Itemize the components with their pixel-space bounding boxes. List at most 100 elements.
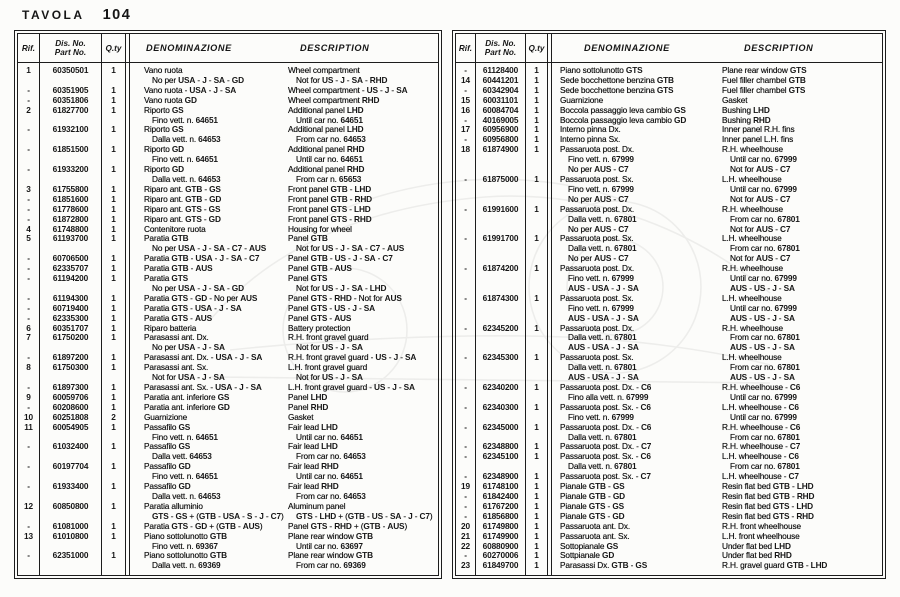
description-line: Fair lead RHD [288,461,339,472]
rif-cell: 13 [18,531,40,552]
description-cell: R.H. wheelhouse Until car no. 67999 AUS - … [722,263,882,294]
description-line: Fair lead RHD [288,481,339,492]
description-line: Inner panel R.H. fins [722,124,795,135]
area-cell: Contenitore ruota Housing for wheel [130,224,438,235]
description-cell: Panel GTB - AUS [288,263,438,274]
part-cell: 61933200 [40,164,102,185]
denominazione-cell: Parasassi ant. Sx. - USA - J - SA [144,382,288,393]
part-cell: 60197704 [40,461,102,483]
double-rule-spacer [126,63,130,66]
denominazione-cell: Interno pinna Sx. [560,134,722,145]
part-cell: 61750300 [40,362,102,383]
description-cell: Fair lead LHD Until car no. 64651 [288,422,438,443]
area-cell: Riparo batteria Battery protection [130,323,438,334]
denominazione-line: Paratia GTS - AUS [144,312,213,323]
double-rule-spacer [548,472,552,483]
double-rule-spacer [548,511,552,522]
area-cell: Paratia GTB - USA - J - SA - C7 Panel GTB… [130,253,438,264]
area-cell: Piano sottolunotto GTS Plane rear window … [552,65,882,76]
part-cell: 62348800 [476,442,526,453]
denominazione-line: Boccola passaggio leva cambio GS [560,104,686,115]
rif-cell: 18 [456,144,476,175]
area-cell: Sede bocchettone benzina GTB Fuel filler … [552,75,882,86]
qty-cell [526,63,548,66]
part-cell: 61856800 [476,511,526,522]
description-line: Until car no. 64651 [296,471,363,482]
qty-cell: 1 [102,184,126,195]
rif-cell: - [18,144,40,166]
qty-cell: 1 [102,65,126,86]
denominazione-line: Fino vett. n. 64651 [152,114,218,125]
description-cell: R.H. wheelhouse - C7 [722,441,882,452]
qty-cell: 1 [102,551,126,572]
denominazione-line: No per USA - J - SA [152,342,225,353]
part-cell: 60350501 [40,65,102,86]
area-cell: Passaruota post. Dx. Fino vett. n. 67999 A… [552,263,882,294]
qty-cell: 1 [102,313,126,324]
denominazione-line: Paratia GTS [144,273,189,284]
description-line: R.H. wheelhouse [722,203,783,214]
rif-cell: - [456,491,476,502]
denominazione-cell: Passaruota post. Sx. Fino vett. n. 67999 N… [560,174,722,205]
qty-cell: 1 [102,352,126,364]
part-cell: 61932100 [40,125,102,146]
part-cell: 61874300 [476,293,526,324]
table-inner-frame: Rif. Dis. No. Part No. Q.ty DENOMINAZION… [455,33,883,576]
area-cell: Passafilo GD Fino vett. n. 64651 Fair lead… [130,461,438,482]
table-row: -61851600 1 Riparo ant. GTB - GD Front pane… [18,194,438,205]
table-row [456,571,882,575]
qty-cell: 1 [526,541,548,552]
denominazione-line: Dalla vett. n. 64653 [152,134,221,145]
description-cell: Additional panel LHD From car no. 64653 [288,124,438,145]
description-cell: L.H. wheelhouse - C7 [722,471,882,482]
rif-cell: - [18,313,40,324]
double-rule-spacer [548,75,552,86]
description-line: L.H. wheelhouse [722,173,782,184]
denominazione-line: Parasassi ant. Dx. - USA - J - SA [144,352,263,363]
table-row: -61194300 1 Paratia GTS - GD - No per AUS P… [18,293,438,304]
qty-cell: 1 [526,352,548,383]
part-cell: 60031101 [476,95,526,106]
part-cell: 60059706 [40,392,102,403]
qty-cell: 1 [102,263,126,275]
denominazione-line: Passaruota post. Dx. - C6 [560,421,652,432]
area-cell: Passaruota ant. Dx. R.H. front wheelhouse [552,521,882,532]
table-row: -62345000 1 Passaruota post. Dx. - C6 Dalla… [456,421,882,443]
denominazione-line: Passaruota post. Dx. [560,144,635,155]
double-rule-spacer [548,204,552,235]
denominazione-line: Fino vett. n. 64651 [152,154,218,165]
description-line: Resin flat bed GTB - LHD [722,481,814,492]
double-rule-spacer [548,234,552,265]
area-cell: Riporto GD Dalla vett. n. 64653 Additional… [130,164,438,185]
denominazione-line: No per USA - J - SA - C7 - AUS [152,243,267,254]
area-cell: Passaruota post. Dx. Dalla vett. n. 67801… [552,323,882,354]
header-denominazione: DENOMINAZIONE [584,43,670,53]
rif-cell: - [456,501,476,512]
qty-cell: 1 [526,85,548,96]
description-line: Front panel GTS - RHD [288,213,372,224]
rif-cell [18,571,40,575]
description-cell: L.H. wheelhouse From car no. 67801 Not for… [722,234,882,264]
description-cell: Panel GTS - US - J - SA [288,303,438,314]
qty-cell: 1 [102,194,126,205]
rif-cell: - [18,273,40,294]
description-cell: Panel GTS - RHD + (GTB - AUS) [288,521,438,532]
qty-cell: 1 [526,144,548,175]
table-row: -62340300 1 Passaruota post. Sx. - C6 Fino … [456,402,882,423]
qty-cell: 1 [102,521,126,532]
denominazione-cell: Passaruota post. Sx. - C7 [560,471,722,482]
description-line: From car no. 67801 [730,431,800,442]
denominazione-cell: Riporto GD Dalla vett. n. 64653 [144,164,288,185]
denominazione-line: Dalla vett. n. 69369 [152,560,221,571]
double-rule-spacer [126,224,130,235]
denominazione-line: Fino vett. n. 67999 [568,183,634,194]
part-cell: 60956800 [476,134,526,146]
area-cell: Passafilo GD Dalla vett. n. 64653 Fair lea… [130,481,438,502]
denominazione-line: Not for USA - J - SA [152,372,225,383]
denominazione-cell: Parasassi ant. Sx. Not for USA - J - SA [144,362,288,383]
denominazione-line: Passaruota post. Sx. [560,352,634,363]
double-rule-spacer [548,145,552,175]
part-cell: 61842400 [476,491,526,502]
description-line: From car no. 67801 [730,213,800,224]
qty-cell: 1 [102,333,126,354]
